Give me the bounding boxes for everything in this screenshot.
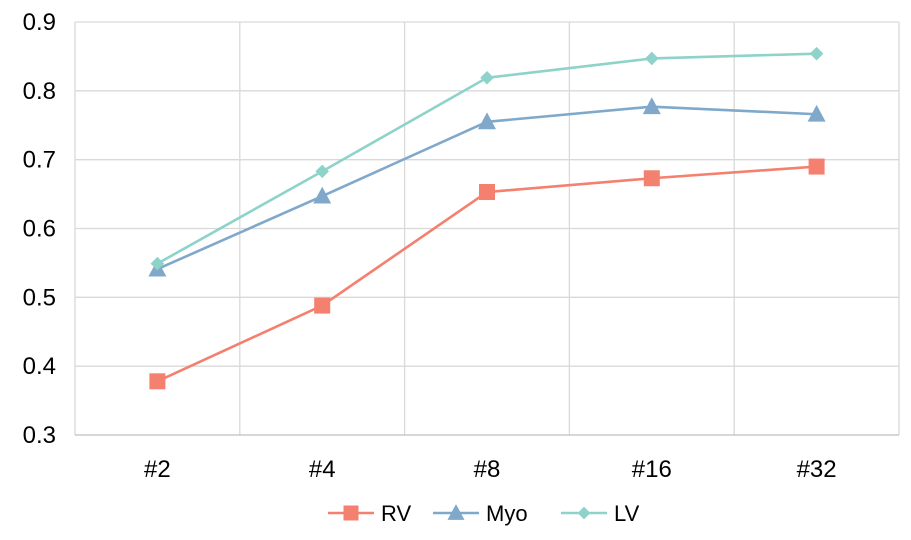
series-lv [150, 46, 824, 271]
legend-label: LV [614, 501, 640, 526]
data-point-marker [643, 170, 660, 187]
legend-label: RV [381, 501, 411, 526]
data-point-marker [479, 184, 495, 201]
x-tick-label: #32 [797, 456, 837, 483]
x-tick-label: #16 [632, 456, 672, 483]
x-tick-label: #4 [309, 456, 336, 483]
y-tick-label: 0.8 [23, 78, 56, 105]
data-point-marker [642, 97, 661, 115]
legend-item-myo: Myo [433, 501, 528, 526]
data-point-marker [315, 164, 329, 179]
data-point-marker [809, 46, 824, 61]
legend-item-lv: LV [561, 501, 640, 526]
legend: RV Myo LV [328, 501, 640, 526]
series-myo [148, 97, 826, 277]
data-point-marker [808, 158, 825, 175]
legend-marker [447, 504, 465, 520]
legend-label: Myo [486, 501, 528, 526]
data-point-marker [313, 186, 332, 204]
data-point-marker [807, 104, 826, 122]
data-point-marker [314, 297, 331, 314]
y-tick-label: 0.5 [23, 284, 56, 311]
legend-marker [343, 505, 359, 521]
series-rv [149, 158, 825, 390]
y-tick-label: 0.3 [23, 422, 56, 449]
series-line [156, 52, 817, 265]
data-point-marker [480, 70, 494, 85]
data-point-marker [150, 256, 165, 271]
axes: 0.3 0.4 0.5 0.6 0.7 0.8 0.9 #2 #4 #8 #16 #32 [23, 9, 899, 483]
y-tick-label: 0.9 [23, 9, 56, 36]
data-point-marker [149, 373, 166, 390]
y-tick-label: 0.6 [23, 216, 56, 243]
series-layer [148, 46, 826, 390]
x-tick-label: #2 [144, 456, 171, 483]
data-point-marker [478, 112, 496, 130]
grid [74, 21, 900, 435]
legend-item-rv: RV [328, 501, 411, 526]
data-point-marker [645, 51, 659, 66]
x-tick-label: #8 [474, 456, 501, 483]
y-tick-label: 0.4 [23, 353, 56, 380]
legend-marker [577, 506, 591, 520]
y-tick-label: 0.7 [23, 147, 56, 174]
